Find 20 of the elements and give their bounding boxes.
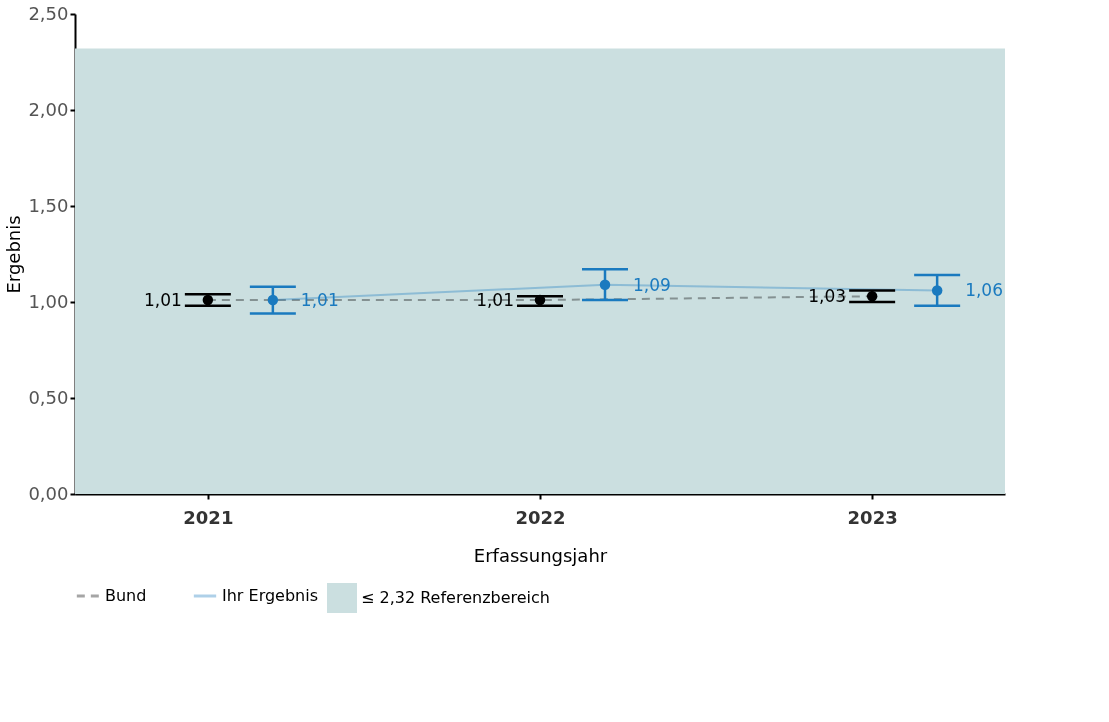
legend-label: Bund bbox=[105, 586, 147, 605]
y-tick-label: 2,00 bbox=[28, 98, 69, 120]
y-axis-title: Ergebnis bbox=[3, 215, 25, 294]
y-tick-label: 1,00 bbox=[28, 290, 69, 312]
data-label: 1,01 bbox=[300, 290, 339, 311]
x-tick-label: 2022 bbox=[515, 506, 566, 528]
data-label: 1,03 bbox=[808, 286, 847, 307]
data-label: 1,01 bbox=[476, 290, 514, 311]
legend-label: Ihr Ergebnis bbox=[222, 586, 319, 605]
data-label: 1,01 bbox=[144, 290, 182, 311]
legend-label: ≤ 2,32 Referenzbereich bbox=[361, 588, 550, 607]
data-label: 1,06 bbox=[965, 280, 1003, 301]
y-tick-label: 0,00 bbox=[28, 482, 69, 504]
y-tick-label: 2,50 bbox=[28, 2, 69, 24]
data-label: 1,09 bbox=[633, 274, 671, 295]
x-tick-label: 2021 bbox=[183, 506, 234, 528]
y-tick-label: 1,50 bbox=[28, 194, 69, 216]
y-tick-label: 0,50 bbox=[28, 386, 69, 408]
x-tick-label: 2023 bbox=[847, 506, 898, 528]
x-axis-title: Erfassungsjahr bbox=[473, 544, 608, 566]
